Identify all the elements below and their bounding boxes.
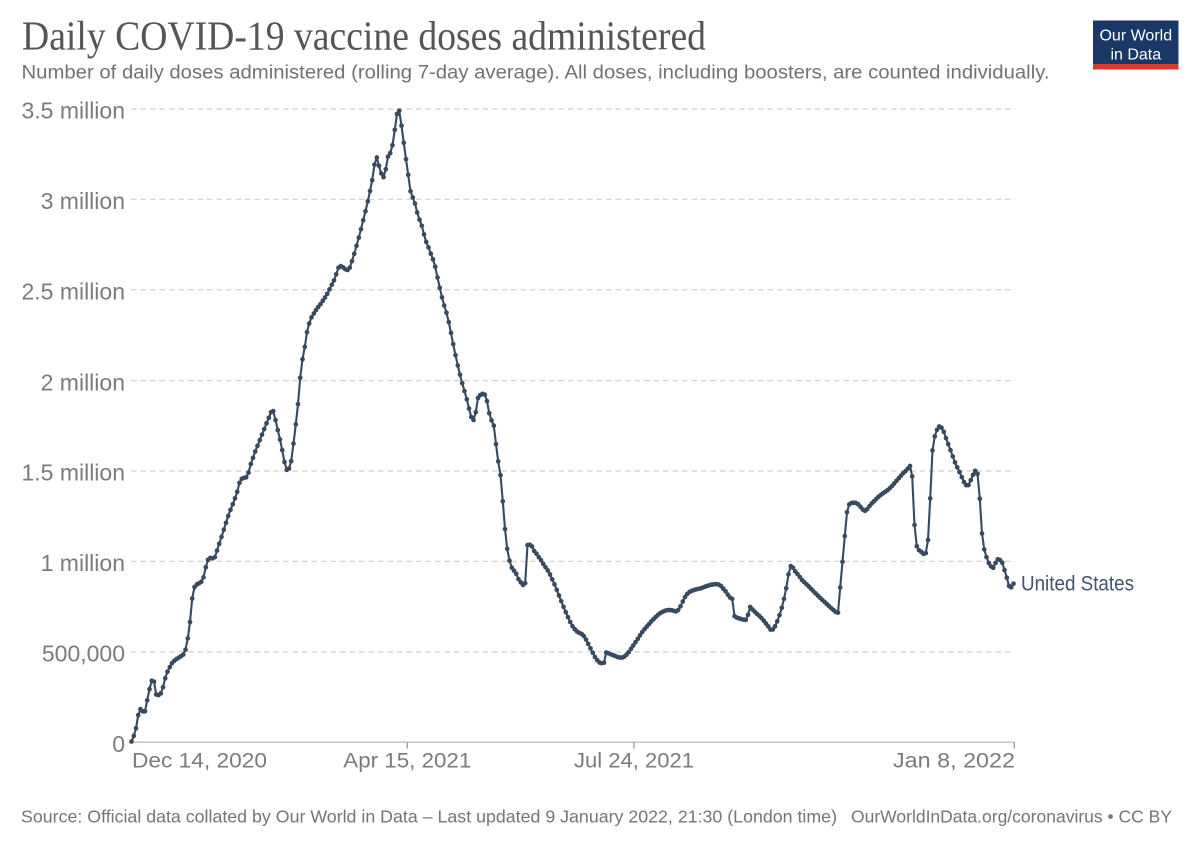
svg-text:Jan 8, 2022: Jan 8, 2022: [893, 749, 1015, 773]
svg-text:Our World: Our World: [1099, 28, 1172, 45]
svg-text:1 million: 1 million: [41, 550, 125, 576]
svg-text:Daily COVID-19 vaccine doses a: Daily COVID-19 vaccine doses administere…: [22, 13, 706, 59]
svg-text:0: 0: [112, 731, 125, 757]
svg-text:Source: Official data collated: Source: Official data collated by Our Wo…: [21, 807, 837, 827]
svg-text:500,000: 500,000: [42, 641, 125, 667]
svg-text:1.5 million: 1.5 million: [21, 460, 125, 486]
svg-text:Number of daily doses administ: Number of daily doses administered (roll…: [22, 62, 1050, 83]
svg-text:United States: United States: [1021, 571, 1134, 595]
svg-text:in Data: in Data: [1110, 47, 1161, 64]
svg-text:2.5 million: 2.5 million: [21, 278, 125, 304]
svg-text:OurWorldInData.org/coronavirus: OurWorldInData.org/coronavirus • CC BY: [851, 807, 1172, 827]
svg-text:Jul 24, 2021: Jul 24, 2021: [574, 749, 694, 773]
svg-text:Dec 14, 2020: Dec 14, 2020: [132, 749, 267, 773]
svg-text:Apr 15, 2021: Apr 15, 2021: [343, 749, 471, 773]
svg-text:2 million: 2 million: [41, 369, 125, 395]
svg-text:3.5 million: 3.5 million: [21, 98, 125, 124]
svg-text:3 million: 3 million: [41, 188, 125, 214]
